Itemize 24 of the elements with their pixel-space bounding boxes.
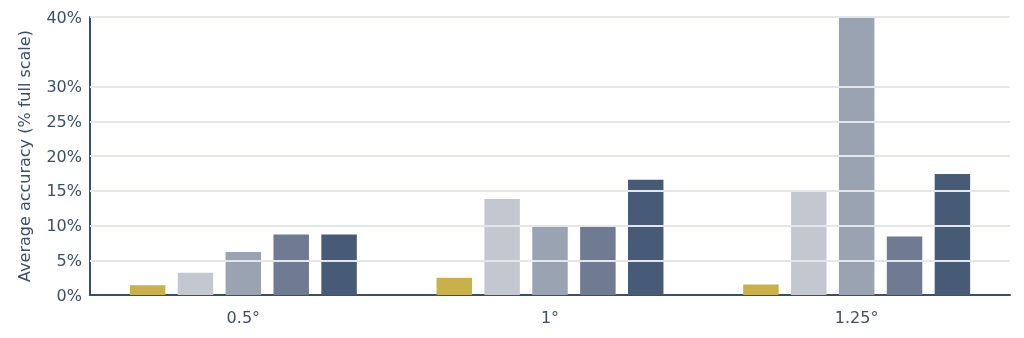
y-tick-label: 25%: [46, 111, 82, 131]
x-tick-label: 1.25°: [834, 307, 879, 327]
x-tick-label: 0.5°: [226, 307, 261, 327]
bar: [791, 190, 827, 295]
x-tick-label: 1°: [540, 307, 560, 327]
y-tick-label: 15%: [46, 181, 82, 201]
bar: [838, 17, 875, 295]
bar: [273, 234, 309, 295]
y-tick-label: 5%: [56, 250, 82, 270]
y-tick-label: 40%: [46, 7, 82, 27]
bar: [532, 225, 568, 295]
bar: [743, 284, 779, 295]
bar: [129, 285, 166, 295]
y-axis-title: Average accuracy (% full scale): [14, 30, 34, 282]
y-tick-label: 10%: [46, 216, 82, 235]
bar: [436, 277, 472, 295]
bar: [177, 272, 214, 295]
bar: [886, 236, 923, 295]
y-tick-label: 30%: [46, 77, 82, 96]
y-tick-label: 20%: [46, 146, 82, 166]
y-tick-label: 0%: [56, 285, 82, 305]
bar: [225, 251, 262, 295]
bar: [484, 199, 520, 295]
bar: [580, 225, 616, 295]
